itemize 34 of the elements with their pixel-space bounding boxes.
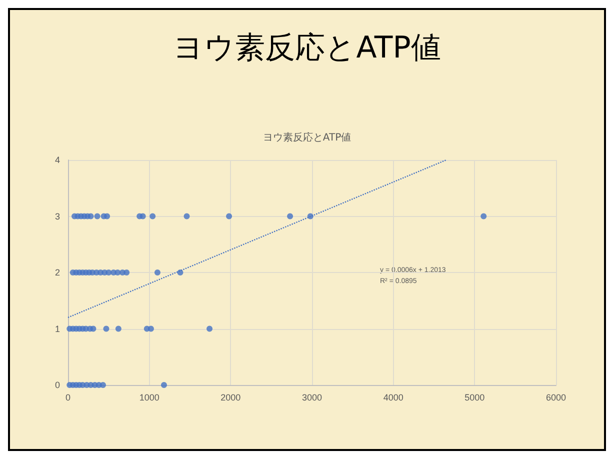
x-tick-label: 2000 [220, 392, 241, 402]
point [115, 326, 122, 332]
point [160, 382, 167, 388]
point [103, 326, 110, 332]
x-tick-label: 1000 [139, 392, 160, 402]
x-tick-label: 0 [65, 392, 71, 402]
x-tick-label: 4000 [383, 392, 404, 402]
y-tick-label: 4 [54, 155, 60, 165]
chart-title: ヨウ素反応とATP値 [173, 30, 441, 66]
point [206, 326, 213, 332]
y-tick-label: 2 [54, 268, 60, 278]
point [150, 213, 156, 220]
x-tick-label: 6000 [546, 392, 566, 402]
point [148, 326, 154, 332]
point [184, 213, 190, 220]
x-tick-label: 5000 [464, 392, 485, 402]
point [104, 213, 110, 220]
y-tick-label: 1 [54, 324, 60, 334]
point [100, 382, 106, 388]
point [90, 326, 96, 332]
y-tick-label: 3 [54, 211, 60, 222]
chart-subtitle: ヨウ素反応とATP値 [262, 132, 352, 144]
point [124, 270, 130, 276]
point [140, 213, 146, 220]
point [94, 213, 100, 220]
point [106, 270, 112, 276]
point [287, 213, 294, 220]
point [480, 213, 487, 220]
y-tick-label: 0 [54, 380, 60, 390]
point [88, 213, 94, 220]
x-tick-label: 3000 [302, 392, 322, 402]
point [226, 213, 232, 220]
point [154, 270, 160, 276]
point [114, 270, 121, 276]
